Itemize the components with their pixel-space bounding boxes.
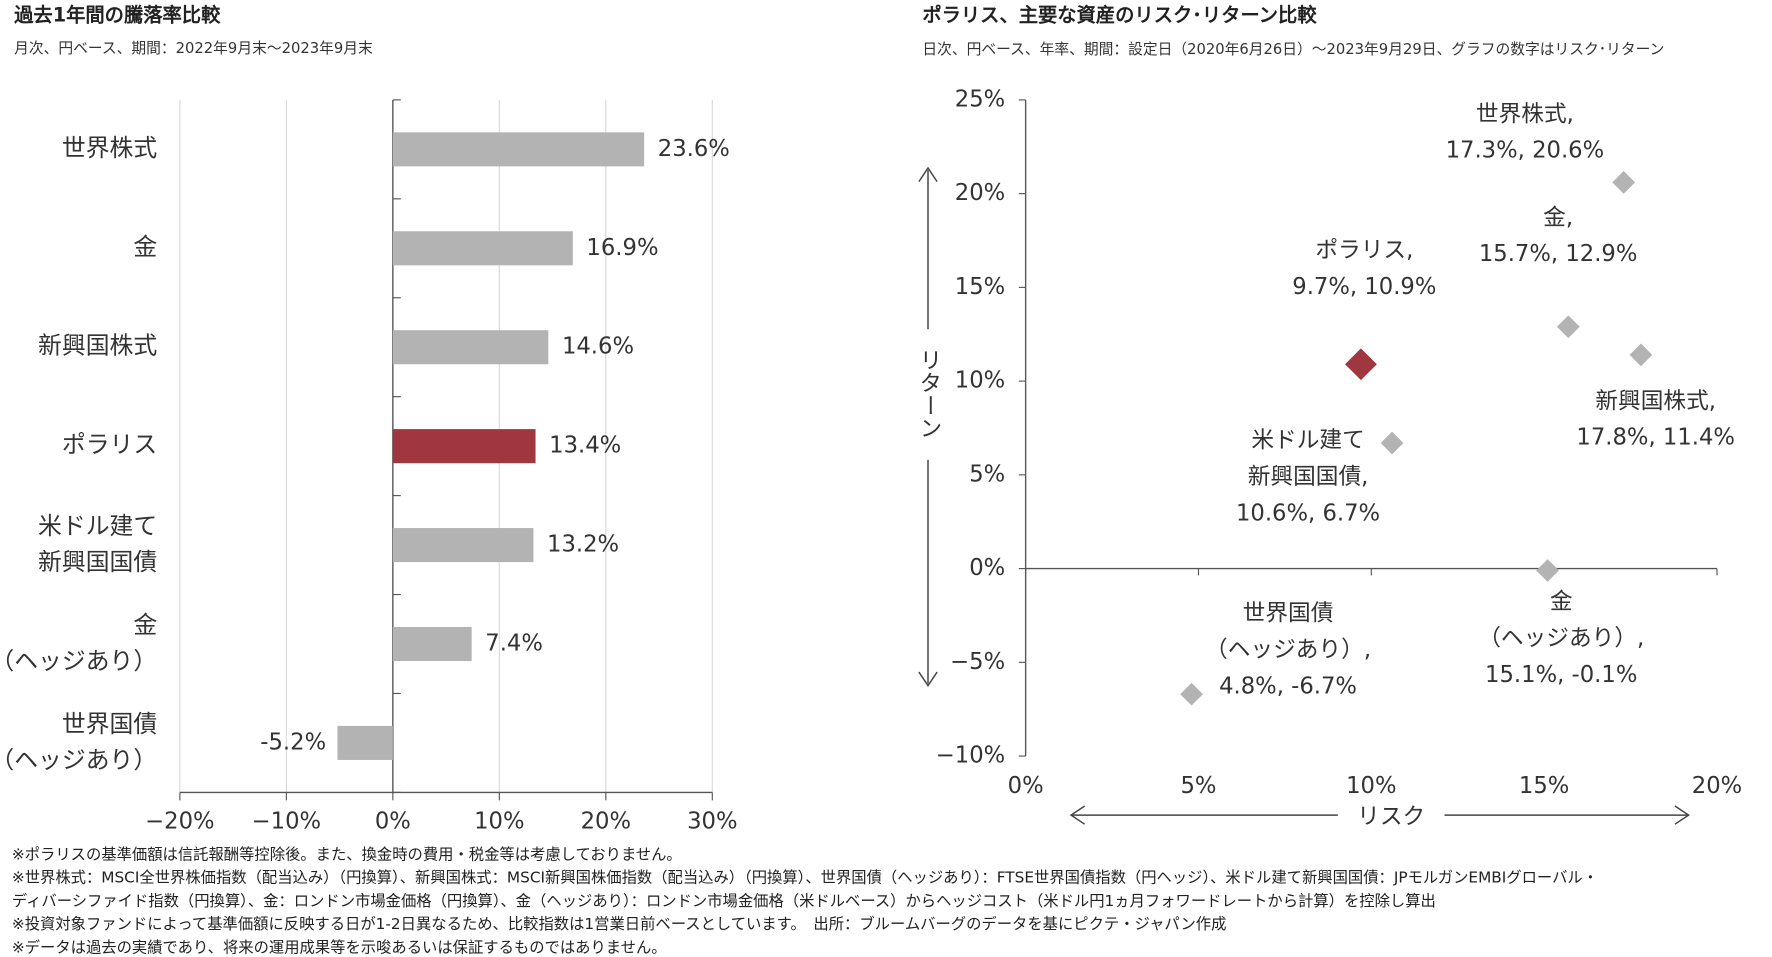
y-tick-label: 15% [955, 274, 1005, 300]
x-axis-label: リスク [1357, 804, 1425, 830]
category-label: 世界株式 [62, 134, 157, 162]
value-label: 13.4% [549, 433, 621, 459]
category-label: ポラリス [62, 431, 157, 459]
point [1180, 682, 1203, 706]
y-axis-label: リターン [916, 349, 942, 440]
point [1345, 348, 1377, 381]
bar [392, 330, 549, 365]
chart-subtitle: 月次、円ベース、期間：2022年9月末～2023年9月末 [14, 40, 373, 57]
category-label: 金（ヘッジあり） [0, 610, 157, 674]
bar [392, 132, 645, 167]
x-tick-label: 0% [1008, 773, 1044, 799]
point [1629, 343, 1653, 367]
axis-arrows [918, 166, 1690, 825]
x-tick-label: 15% [1519, 773, 1569, 799]
category-label: 世界国債（ヘッジあり） [0, 709, 157, 773]
chart-title: 過去1年間の騰落率比較 [14, 3, 221, 26]
point [1380, 431, 1404, 455]
bar [392, 429, 536, 464]
value-label: 7.4% [485, 631, 543, 657]
y-tick-label: 5% [969, 461, 1005, 487]
x-tick-label: 5% [1180, 773, 1216, 799]
category-label: 新興国株式 [38, 332, 157, 360]
point [1556, 315, 1580, 339]
footnote: ※投資対象ファンドによって基準価額に反映する日が1-2日異なるため、比較指数は1… [12, 915, 1227, 933]
category-label: 米ドル建て新興国国債 [38, 511, 157, 575]
value-label: 23.6% [658, 136, 730, 162]
footnote: ※ポラリスの基準価額は信託報酬等控除後。また、換金時の費用・税金等は考慮しており… [12, 845, 682, 863]
point-label: 米ドル建て新興国国債, 10.6%, 6.7% [1236, 427, 1380, 526]
y-tick-label: 0% [969, 555, 1005, 581]
point-label: 金（ヘッジあり）, 15.1%, -0.1% [1478, 589, 1644, 688]
chart-subtitle: 日次、円ベース、年率、期間：設定日（2020年6月26日）～2023年9月29日… [922, 41, 1664, 58]
footnote: ※データは過去の実績であり、将来の運用成果等を示唆あるいは保証するものではありま… [12, 938, 667, 956]
bar [392, 626, 472, 662]
point-label: 金, 15.7%, 12.9% [1479, 204, 1638, 266]
value-label: 14.6% [562, 334, 634, 360]
point-label: ポラリス, 9.7%, 10.9% [1292, 237, 1436, 299]
point-label: 世界株式, 17.3%, 20.6% [1446, 101, 1605, 163]
bar [392, 528, 534, 563]
footnote: ディバーシファイド指数（円換算）、金：ロンドン市場金価格（円換算）、金（ヘッジあ… [12, 892, 1436, 910]
footnote: ※世界株式：MSCI全世界株価指数（配当込み）（円換算）、新興国株式：MSCI新… [12, 869, 1598, 887]
x-tick-label: 10% [474, 808, 524, 834]
x-tick-label: 10% [1346, 773, 1396, 799]
value-label: 16.9% [586, 235, 658, 261]
x-tick-label: 0% [375, 808, 411, 834]
x-tick-label: −20% [145, 808, 214, 834]
point [1612, 171, 1636, 194]
bar [337, 725, 393, 760]
y-tick-label: 10% [955, 368, 1005, 394]
point-label: 世界国債（ヘッジあり）, 4.8%, -6.7% [1205, 600, 1371, 699]
x-tick-label: 20% [1692, 773, 1742, 799]
chart-title: ポラリス、主要な資産のリスク･リターン比較 [922, 3, 1317, 26]
y-tick-label: −5% [950, 649, 1005, 675]
y-tick-label: 25% [955, 86, 1005, 112]
x-tick-label: 20% [581, 808, 631, 834]
value-label: -5.2% [260, 729, 326, 755]
point-label: 新興国株式, 17.8%, 11.4% [1576, 388, 1735, 450]
y-tick-label: −10% [936, 743, 1005, 769]
y-tick-label: 20% [955, 180, 1005, 206]
category-label: 金 [133, 233, 157, 261]
bar [392, 231, 573, 266]
x-tick-label: 30% [687, 808, 737, 834]
value-label: 13.2% [547, 532, 619, 558]
x-tick-label: −10% [252, 808, 321, 834]
point [1536, 559, 1559, 582]
